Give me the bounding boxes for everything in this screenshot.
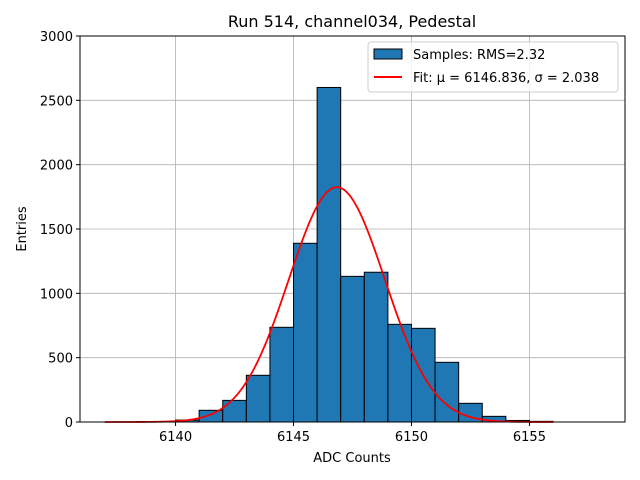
histogram-bar — [222, 399, 247, 423]
legend-label-fit: Fit: μ = 6146.836, σ = 2.038 — [413, 71, 599, 86]
x-tick-label: 6155 — [513, 430, 546, 445]
histogram-bar — [269, 326, 295, 423]
y-tick-label: 3000 — [40, 30, 73, 45]
fit-curve — [104, 186, 554, 423]
y-tick-label: 2000 — [40, 159, 73, 174]
histogram-bar — [340, 275, 365, 423]
x-tick-label: 6140 — [159, 430, 192, 445]
legend: Samples: RMS=2.32 Fit: μ = 6146.836, σ =… — [367, 41, 619, 93]
axis-ticks: 6140 6145 6150 6155 0 500 1000 1500 2000 2500 3000 — [40, 30, 546, 445]
chart-title: Run 514, channel034, Pedestal — [228, 12, 476, 31]
x-axis-label: ADC Counts — [313, 451, 391, 466]
y-tick-label: 1500 — [40, 223, 73, 238]
x-tick-label: 6150 — [395, 430, 428, 445]
histogram-bar — [387, 323, 412, 423]
histogram-bar — [198, 409, 224, 423]
histogram-bars — [175, 86, 554, 423]
histogram-bar — [245, 374, 271, 423]
histogram-bar — [434, 361, 460, 423]
legend-swatch-samples — [373, 48, 403, 60]
y-tick-label: 0 — [65, 416, 73, 431]
y-axis-label: Entries — [15, 206, 30, 252]
histogram-bar — [316, 86, 342, 423]
x-tick-label: 6145 — [277, 430, 310, 445]
legend-frame — [367, 41, 619, 93]
histogram-bar — [363, 271, 389, 423]
y-tick-label: 2500 — [40, 94, 73, 109]
histogram-bar — [293, 242, 318, 423]
y-tick-label: 1000 — [40, 287, 73, 302]
y-tick-label: 500 — [48, 352, 73, 367]
legend-label-samples: Samples: RMS=2.32 — [413, 48, 545, 63]
